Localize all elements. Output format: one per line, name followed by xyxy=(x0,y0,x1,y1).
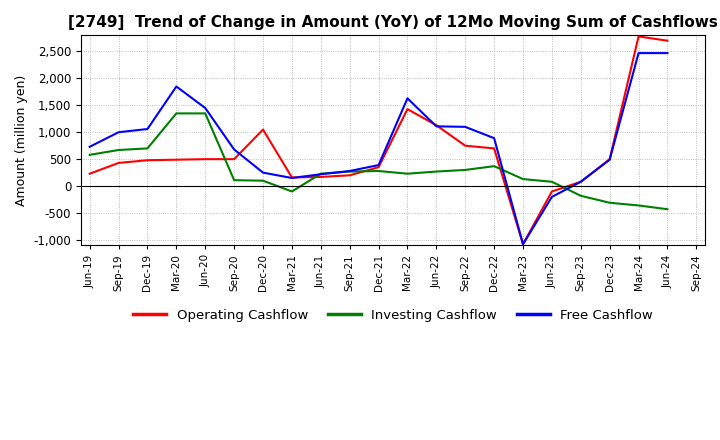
Operating Cashflow xyxy=(432,123,441,128)
Investing Cashflow xyxy=(287,189,296,194)
Investing Cashflow xyxy=(606,200,614,205)
Operating Cashflow xyxy=(461,143,469,148)
Operating Cashflow xyxy=(172,157,181,162)
Operating Cashflow xyxy=(258,127,267,132)
Operating Cashflow xyxy=(143,158,152,163)
Investing Cashflow xyxy=(317,171,325,176)
Free Cashflow xyxy=(287,176,296,181)
Investing Cashflow xyxy=(258,178,267,183)
Operating Cashflow xyxy=(634,34,643,39)
Free Cashflow xyxy=(432,124,441,129)
Free Cashflow xyxy=(634,51,643,56)
Operating Cashflow xyxy=(346,172,354,178)
Free Cashflow xyxy=(86,144,94,150)
Y-axis label: Amount (million yen): Amount (million yen) xyxy=(15,75,28,206)
Operating Cashflow xyxy=(518,242,527,247)
Operating Cashflow xyxy=(230,157,238,162)
Investing Cashflow xyxy=(518,176,527,182)
Legend: Operating Cashflow, Investing Cashflow, Free Cashflow: Operating Cashflow, Investing Cashflow, … xyxy=(127,303,658,327)
Operating Cashflow xyxy=(374,165,383,170)
Investing Cashflow xyxy=(663,207,672,212)
Free Cashflow xyxy=(577,179,585,184)
Line: Free Cashflow: Free Cashflow xyxy=(90,53,667,244)
Investing Cashflow xyxy=(114,147,123,153)
Investing Cashflow xyxy=(548,179,557,184)
Investing Cashflow xyxy=(374,169,383,174)
Operating Cashflow xyxy=(86,171,94,176)
Investing Cashflow xyxy=(432,169,441,174)
Investing Cashflow xyxy=(577,193,585,198)
Operating Cashflow xyxy=(201,157,210,162)
Investing Cashflow xyxy=(403,171,412,176)
Investing Cashflow xyxy=(172,111,181,116)
Investing Cashflow xyxy=(346,169,354,174)
Free Cashflow xyxy=(317,172,325,177)
Operating Cashflow xyxy=(287,175,296,180)
Free Cashflow xyxy=(518,242,527,247)
Free Cashflow xyxy=(346,169,354,174)
Free Cashflow xyxy=(548,194,557,199)
Operating Cashflow xyxy=(663,38,672,44)
Free Cashflow xyxy=(606,157,614,162)
Free Cashflow xyxy=(490,136,498,141)
Operating Cashflow xyxy=(490,146,498,151)
Free Cashflow xyxy=(143,126,152,132)
Operating Cashflow xyxy=(403,106,412,112)
Free Cashflow xyxy=(201,105,210,110)
Investing Cashflow xyxy=(86,152,94,158)
Free Cashflow xyxy=(663,51,672,56)
Investing Cashflow xyxy=(143,146,152,151)
Title: [2749]  Trend of Change in Amount (YoY) of 12Mo Moving Sum of Cashflows: [2749] Trend of Change in Amount (YoY) o… xyxy=(68,15,718,30)
Line: Investing Cashflow: Investing Cashflow xyxy=(90,114,667,209)
Operating Cashflow xyxy=(548,189,557,194)
Operating Cashflow xyxy=(317,174,325,180)
Operating Cashflow xyxy=(577,179,585,184)
Investing Cashflow xyxy=(461,167,469,172)
Operating Cashflow xyxy=(114,160,123,165)
Free Cashflow xyxy=(230,147,238,152)
Free Cashflow xyxy=(114,130,123,135)
Free Cashflow xyxy=(403,95,412,101)
Investing Cashflow xyxy=(201,111,210,116)
Free Cashflow xyxy=(374,162,383,168)
Investing Cashflow xyxy=(634,203,643,208)
Investing Cashflow xyxy=(230,177,238,183)
Operating Cashflow xyxy=(606,157,614,162)
Free Cashflow xyxy=(461,124,469,129)
Free Cashflow xyxy=(258,170,267,175)
Free Cashflow xyxy=(172,84,181,89)
Investing Cashflow xyxy=(490,164,498,169)
Line: Operating Cashflow: Operating Cashflow xyxy=(90,37,667,244)
